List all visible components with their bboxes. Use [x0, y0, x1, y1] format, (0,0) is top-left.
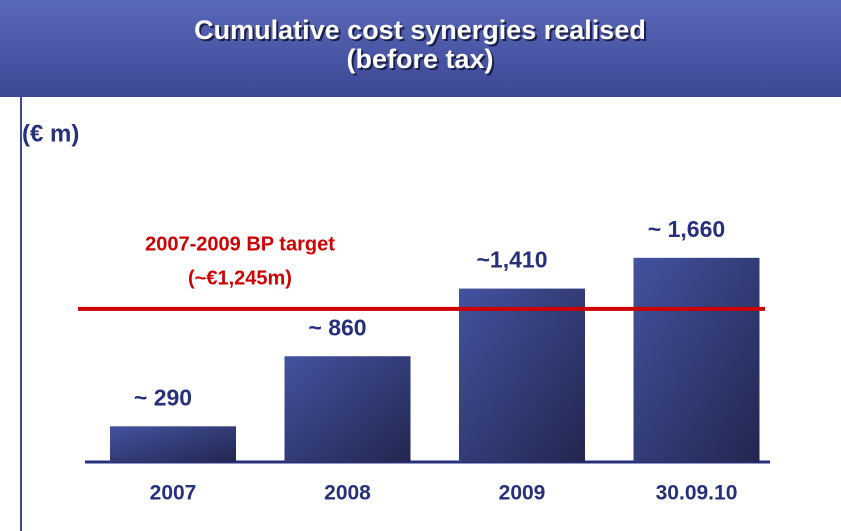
bar: [284, 356, 411, 462]
value-label: ~1,410: [477, 247, 548, 273]
x-tick-label: 2007: [150, 482, 197, 505]
target-value-label: (~€1,245m): [188, 267, 292, 289]
unit-label: (€ m): [22, 120, 79, 147]
value-label: ~ 1,660: [648, 216, 725, 242]
x-tick-label: 2008: [324, 482, 371, 505]
chart-title: Cumulative cost synergies realised: [194, 15, 646, 45]
subtitle-shadow: (before tax): [348, 46, 495, 76]
x-tick-label: 2009: [499, 482, 546, 505]
value-label: ~ 290: [134, 384, 192, 410]
header-band: [0, 0, 841, 97]
title-shadow: Cumulative cost synergies realised: [196, 17, 648, 47]
x-tick-label: 30.09.10: [656, 482, 738, 505]
target-label: 2007-2009 BP target: [145, 233, 335, 255]
chart-subtitle: (before tax): [346, 44, 493, 74]
bar: [633, 257, 760, 462]
value-label: ~ 860: [308, 314, 366, 340]
bar: [459, 288, 585, 462]
bar: [110, 426, 236, 462]
